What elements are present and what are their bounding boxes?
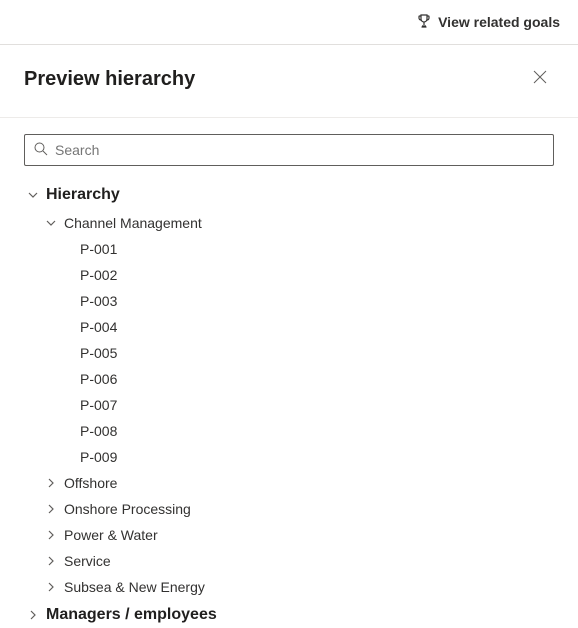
tree-leaf-label: P-002 <box>80 267 117 283</box>
tree-leaf[interactable]: P-005 <box>26 340 554 366</box>
tree-leaf[interactable]: P-006 <box>26 366 554 392</box>
chevron-right-icon <box>44 580 58 594</box>
chevron-right-icon <box>44 476 58 490</box>
search-icon <box>33 141 49 160</box>
tree-group-onshore-processing[interactable]: Onshore Processing <box>26 496 554 522</box>
tree-leaf-label: P-009 <box>80 449 117 465</box>
panel-header: Preview hierarchy <box>24 65 554 93</box>
trophy-icon <box>416 13 432 32</box>
tree-root-label: Managers / employees <box>46 606 217 624</box>
tree-group-service[interactable]: Service <box>26 548 554 574</box>
tree-leaf[interactable]: P-009 <box>26 444 554 470</box>
tree-group-power-water[interactable]: Power & Water <box>26 522 554 548</box>
tree-group-label: Service <box>64 553 111 569</box>
tree-group-label: Power & Water <box>64 527 158 543</box>
chevron-right-icon <box>44 502 58 516</box>
tree-leaf[interactable]: P-004 <box>26 314 554 340</box>
tree-leaf[interactable]: P-008 <box>26 418 554 444</box>
panel-title: Preview hierarchy <box>24 68 195 91</box>
tree-leaf-label: P-007 <box>80 397 117 413</box>
tree-leaf-label: P-006 <box>80 371 117 387</box>
tree-group-offshore[interactable]: Offshore <box>26 470 554 496</box>
tree-leaf-label: P-003 <box>80 293 117 309</box>
tree-leaf[interactable]: P-007 <box>26 392 554 418</box>
divider <box>0 117 578 118</box>
chevron-right-icon <box>44 528 58 542</box>
tree-leaf-label: P-004 <box>80 319 117 335</box>
close-button[interactable] <box>526 65 554 93</box>
tree-leaf[interactable]: P-001 <box>26 236 554 262</box>
search-input[interactable] <box>55 142 545 158</box>
tree-leaf[interactable]: P-002 <box>26 262 554 288</box>
chevron-down-icon <box>26 188 40 202</box>
tree-group-channel-management[interactable]: Channel Management <box>26 210 554 236</box>
hierarchy-tree: Hierarchy Channel Management P-001 P-002… <box>24 182 554 628</box>
top-bar: View related goals <box>0 0 578 44</box>
tree-root-hierarchy[interactable]: Hierarchy <box>26 182 554 208</box>
close-icon <box>533 70 547 89</box>
tree-group-subsea-new-energy[interactable]: Subsea & New Energy <box>26 574 554 600</box>
tree-group-label: Offshore <box>64 475 117 491</box>
tree-leaf-label: P-001 <box>80 241 117 257</box>
tree-leaf-label: P-005 <box>80 345 117 361</box>
tree-leaf[interactable]: P-003 <box>26 288 554 314</box>
tree-group-label: Onshore Processing <box>64 501 191 517</box>
tree-group-label: Subsea & New Energy <box>64 579 205 595</box>
tree-root-label: Hierarchy <box>46 186 120 204</box>
search-box[interactable] <box>24 134 554 166</box>
tree-group-label: Channel Management <box>64 215 202 231</box>
chevron-right-icon <box>44 554 58 568</box>
view-related-goals-label: View related goals <box>438 14 560 30</box>
preview-hierarchy-panel: Preview hierarchy Hierarchy Channel Mana… <box>0 44 578 628</box>
chevron-right-icon <box>26 608 40 622</box>
view-related-goals-button[interactable]: View related goals <box>416 13 560 32</box>
chevron-down-icon <box>44 216 58 230</box>
tree-leaf-label: P-008 <box>80 423 117 439</box>
tree-root-managers-employees[interactable]: Managers / employees <box>26 602 554 628</box>
